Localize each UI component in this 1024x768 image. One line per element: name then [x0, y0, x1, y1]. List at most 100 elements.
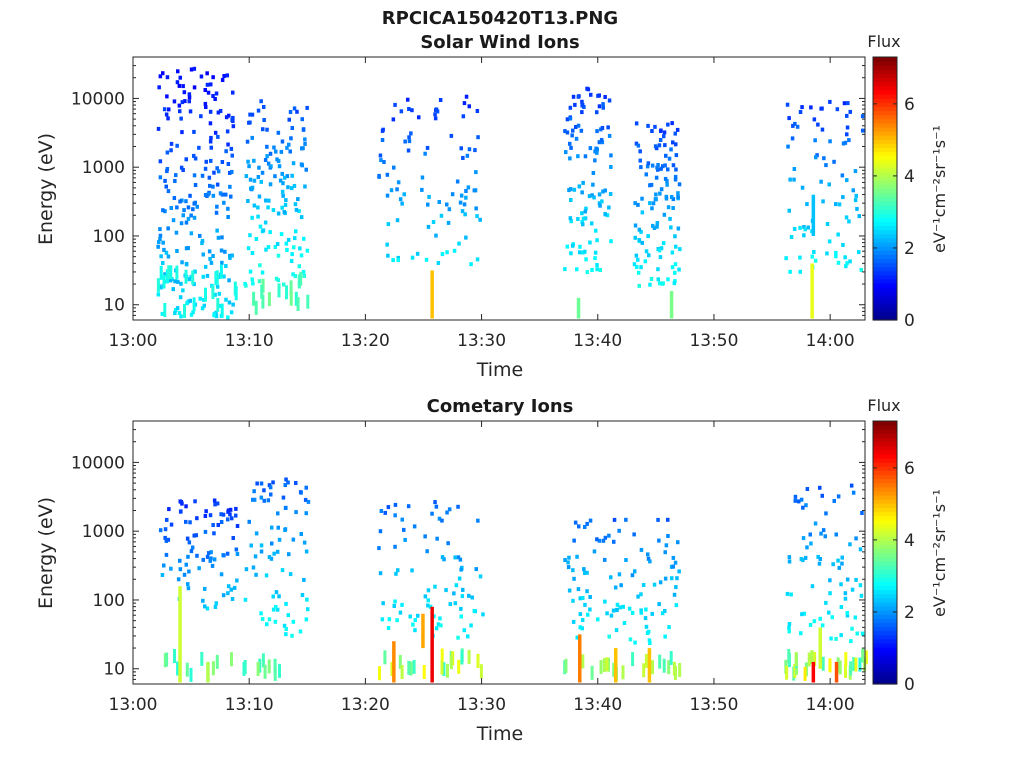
flux-cell	[452, 248, 457, 253]
flux-cell	[192, 153, 196, 158]
colorbar-segment	[873, 573, 897, 578]
flux-cell	[267, 555, 272, 560]
flux-cell	[200, 306, 205, 311]
flux-cell	[304, 511, 308, 516]
flux-cell	[203, 264, 208, 269]
flux-cell	[643, 616, 648, 621]
flux-cell	[189, 274, 193, 279]
flux-cell	[474, 170, 478, 175]
colorbar-tick-label: 0	[904, 675, 915, 695]
flux-cell	[223, 249, 227, 254]
flux-cell	[473, 188, 478, 193]
flux-cell	[265, 622, 269, 627]
flux-cell	[843, 596, 848, 601]
flux-cell	[677, 182, 682, 187]
flux-cell	[402, 527, 406, 532]
flux-cell	[565, 117, 570, 122]
flux-cell	[276, 253, 281, 258]
x-tick-label: 13:20	[341, 695, 390, 715]
flux-cell	[460, 650, 464, 665]
flux-cell	[453, 555, 457, 560]
flux-cell	[639, 265, 643, 270]
flux-cell	[208, 109, 213, 114]
flux-cell	[165, 517, 169, 522]
flux-cell	[457, 241, 461, 246]
colorbar-segment	[873, 519, 897, 525]
flux-cell	[673, 131, 677, 136]
flux-cell	[393, 102, 397, 107]
flux-cell	[291, 272, 295, 277]
flux-cell	[440, 648, 444, 663]
flux-cell	[583, 209, 588, 214]
flux-cell	[211, 193, 216, 198]
flux-cell	[264, 247, 268, 252]
flux-cell	[617, 572, 622, 577]
flux-cell	[674, 142, 678, 147]
flux-cell	[254, 572, 258, 577]
flux-spike	[669, 291, 674, 319]
flux-cell	[566, 560, 570, 565]
colorbar-segment	[873, 176, 897, 181]
colorbar-segment	[873, 548, 897, 554]
flux-cell	[640, 210, 645, 215]
flux-cell	[835, 107, 840, 112]
flux-cell	[797, 499, 801, 504]
flux-cell	[214, 601, 218, 606]
flux-cell	[633, 235, 637, 240]
flux-cell	[260, 617, 265, 621]
flux-cell	[267, 659, 271, 674]
flux-cell	[646, 629, 651, 634]
colorbar-segment	[873, 118, 897, 124]
flux-cell	[269, 556, 274, 561]
flux-cell	[248, 177, 253, 182]
flux-cell	[473, 148, 477, 153]
flux-cell	[200, 651, 204, 666]
flux-cell	[639, 608, 643, 613]
flux-cell	[592, 549, 597, 554]
flux-cell	[803, 555, 808, 560]
flux-cell	[158, 227, 162, 232]
flux-cell	[284, 241, 289, 246]
flux-cell	[189, 312, 194, 317]
flux-cell	[426, 224, 431, 229]
flux-cell	[179, 281, 183, 286]
colorbar-segment	[873, 585, 897, 591]
flux-cell	[857, 250, 861, 255]
flux-cell	[621, 665, 625, 680]
flux-cell	[845, 132, 849, 137]
flux-cell	[470, 595, 474, 600]
flux-cell	[218, 191, 223, 196]
flux-cell	[256, 108, 261, 113]
colorbar-segment	[873, 544, 897, 549]
flux-cell	[827, 239, 832, 244]
flux-cell	[267, 198, 271, 203]
flux-cell	[191, 310, 195, 315]
flux-cell	[609, 153, 613, 158]
flux-cell	[228, 507, 233, 512]
flux-cell	[203, 586, 207, 591]
flux-cell	[226, 517, 230, 522]
flux-cell	[230, 169, 234, 174]
flux-spike	[392, 641, 396, 683]
flux-cell	[396, 255, 400, 260]
flux-cell	[472, 609, 477, 613]
flux-cell	[836, 494, 841, 499]
flux-cell	[272, 145, 276, 150]
flux-cell	[861, 128, 865, 133]
flux-cell	[410, 108, 414, 113]
flux-cell	[478, 574, 483, 579]
flux-cell	[243, 597, 248, 602]
flux-cell	[607, 634, 611, 639]
flux-cell	[380, 138, 385, 142]
flux-cell	[204, 105, 208, 109]
flux-cell	[853, 198, 858, 203]
flux-cell	[612, 517, 617, 522]
flux-cell	[600, 126, 605, 130]
flux-cell	[861, 648, 865, 663]
colorbar-tick-label: 4	[904, 531, 915, 551]
flux-cell	[803, 227, 807, 232]
flux-cell	[816, 122, 820, 127]
flux-cell	[254, 531, 259, 536]
flux-cell	[568, 105, 573, 110]
flux-cell	[182, 90, 187, 95]
